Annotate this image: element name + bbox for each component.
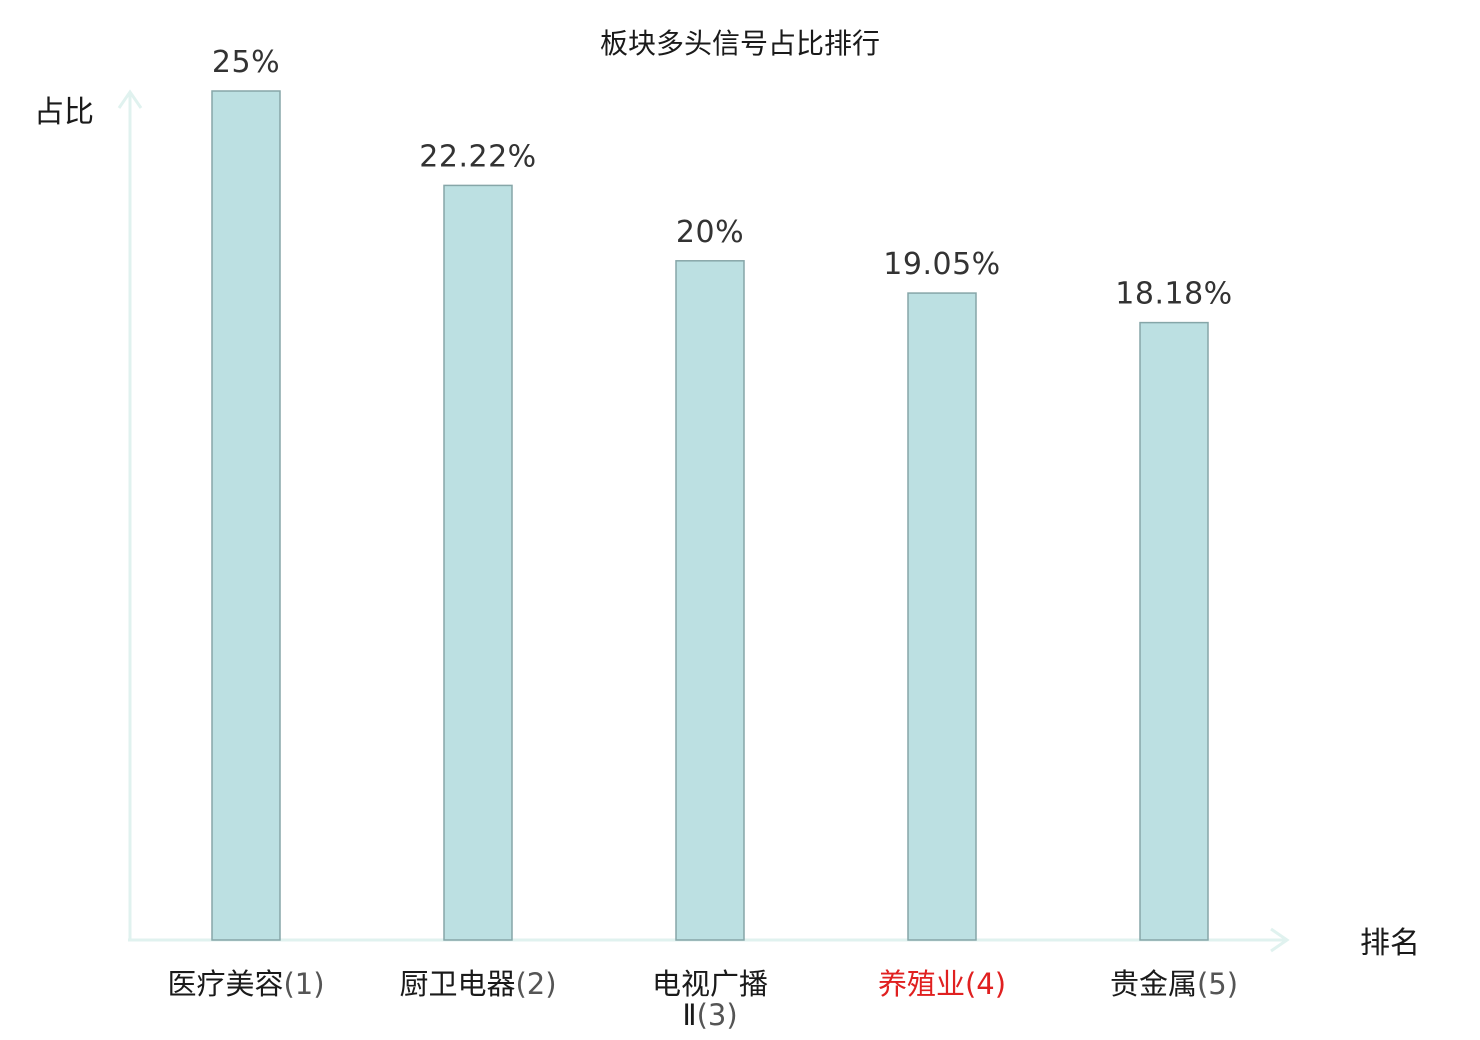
value-label-2: 22.22%	[419, 139, 536, 174]
value-label-3: 20%	[676, 215, 744, 250]
y-axis-label: 占比	[34, 95, 94, 130]
category-label-5: 贵金属(5)	[1110, 967, 1238, 1001]
y-axis-arrow-icon	[117, 89, 143, 109]
value-label-4: 19.05%	[883, 247, 1000, 282]
bars	[211, 90, 1209, 941]
category-label-4: 养殖业(4)	[878, 967, 1006, 1001]
value-labels: 25% 22.22% 20% 19.05% 18.18%	[212, 45, 1232, 312]
chart-title: 板块多头信号占比排行	[600, 27, 880, 60]
x-axis: 排名	[128, 926, 1420, 961]
bar-5	[1139, 321, 1209, 941]
category-label-1: 医疗美容(1)	[167, 967, 324, 1001]
x-axis-arrow-icon	[1270, 927, 1290, 953]
category-label-3: 电视广播 Ⅱ(3)	[652, 967, 768, 1032]
y-axis: 占比	[34, 89, 143, 940]
bar-2	[443, 184, 513, 941]
value-label-5: 18.18%	[1115, 277, 1232, 312]
category-label-2: 厨卫电器(2)	[399, 967, 556, 1001]
bar-1	[211, 90, 281, 941]
value-label-1: 25%	[212, 45, 280, 80]
x-axis-label: 排名	[1360, 926, 1420, 961]
category-labels: 医疗美容(1) 厨卫电器(2) 电视广播 Ⅱ(3) 养殖业(4) 贵金属(5)	[167, 967, 1238, 1032]
bar-3	[675, 260, 745, 941]
bar-4	[907, 292, 977, 941]
